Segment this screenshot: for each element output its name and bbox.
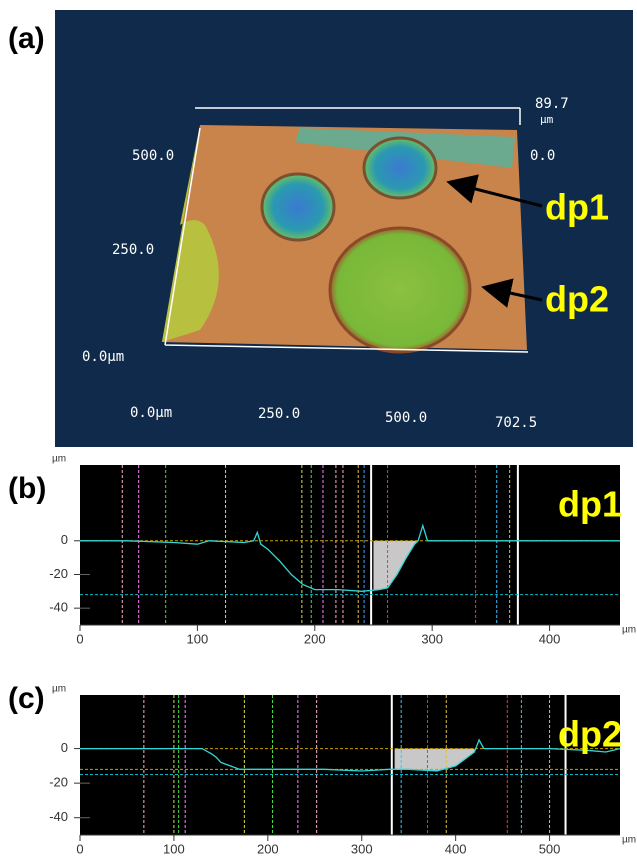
shaded-area <box>373 540 419 591</box>
axis-label: 0.0µm <box>130 405 172 421</box>
hole <box>362 136 438 200</box>
x-tick-label: 400 <box>445 841 467 856</box>
profile-line <box>80 523 620 592</box>
y-tick-label: 0 <box>61 532 68 547</box>
annotation: dp2 <box>545 279 609 320</box>
y-tick-label: -20 <box>49 775 68 790</box>
x-tick-label: 100 <box>187 631 209 646</box>
axis-line <box>164 127 529 353</box>
x-tick-label: 300 <box>351 841 373 856</box>
chart: (c) µm µm 0 -20 -40 0 100 200 300 400 500 dp2 <box>8 682 636 857</box>
y-tick-label: -40 <box>49 600 68 615</box>
x-tick-label: 100 <box>163 841 185 856</box>
x-tick-label: 300 <box>421 631 443 646</box>
x-axis-label: µm <box>622 625 636 636</box>
partial-hole <box>162 125 219 342</box>
hole <box>328 226 472 354</box>
plot-area <box>80 695 620 835</box>
x-tick-label: 200 <box>304 631 326 646</box>
hole <box>260 172 336 242</box>
y-tick-label: -40 <box>49 809 68 824</box>
panel-a: (a) 89.7 µm 500.0 0.0 250.0 0.0µm 0.0µm … <box>8 10 633 447</box>
annotation: dp1 <box>545 187 609 228</box>
x-tick-label: 0 <box>76 841 83 856</box>
axis-label: 702.5 <box>495 415 537 431</box>
profile-line <box>80 738 621 772</box>
axis-label: 500.0 <box>132 148 174 164</box>
shaded-area <box>394 748 475 772</box>
annotation: dp1 <box>558 484 622 525</box>
y-axis-label: µm <box>52 454 66 465</box>
x-tick-label: 400 <box>539 631 561 646</box>
annotation: dp2 <box>558 714 622 755</box>
panel-label: (b) <box>8 472 46 505</box>
axis-label: 0.0 <box>530 148 555 164</box>
y-tick-label: 0 <box>61 740 68 755</box>
axis-label: 250.0 <box>112 242 154 258</box>
y-tick-label: -20 <box>49 566 68 581</box>
x-tick-label: 500 <box>539 841 561 856</box>
axis-label: 250.0 <box>258 406 300 422</box>
axis-label: 500.0 <box>385 410 427 426</box>
arrow <box>446 174 543 208</box>
x-tick-label: 200 <box>257 841 279 856</box>
axis-label: µm <box>540 113 554 126</box>
panel-label: (c) <box>8 682 45 715</box>
plot-area <box>80 465 620 625</box>
x-axis-label: µm <box>622 835 636 846</box>
chart: (b) µm µm 0 -20 -40 0 100 200 300 400 dp1 <box>8 454 636 647</box>
panel-label: (a) <box>8 22 45 55</box>
axis-label: 0.0µm <box>82 349 124 365</box>
x-tick-label: 0 <box>76 631 83 646</box>
y-axis-label: µm <box>52 684 66 695</box>
arrow <box>481 278 543 308</box>
axis-label: 89.7 <box>535 96 569 112</box>
